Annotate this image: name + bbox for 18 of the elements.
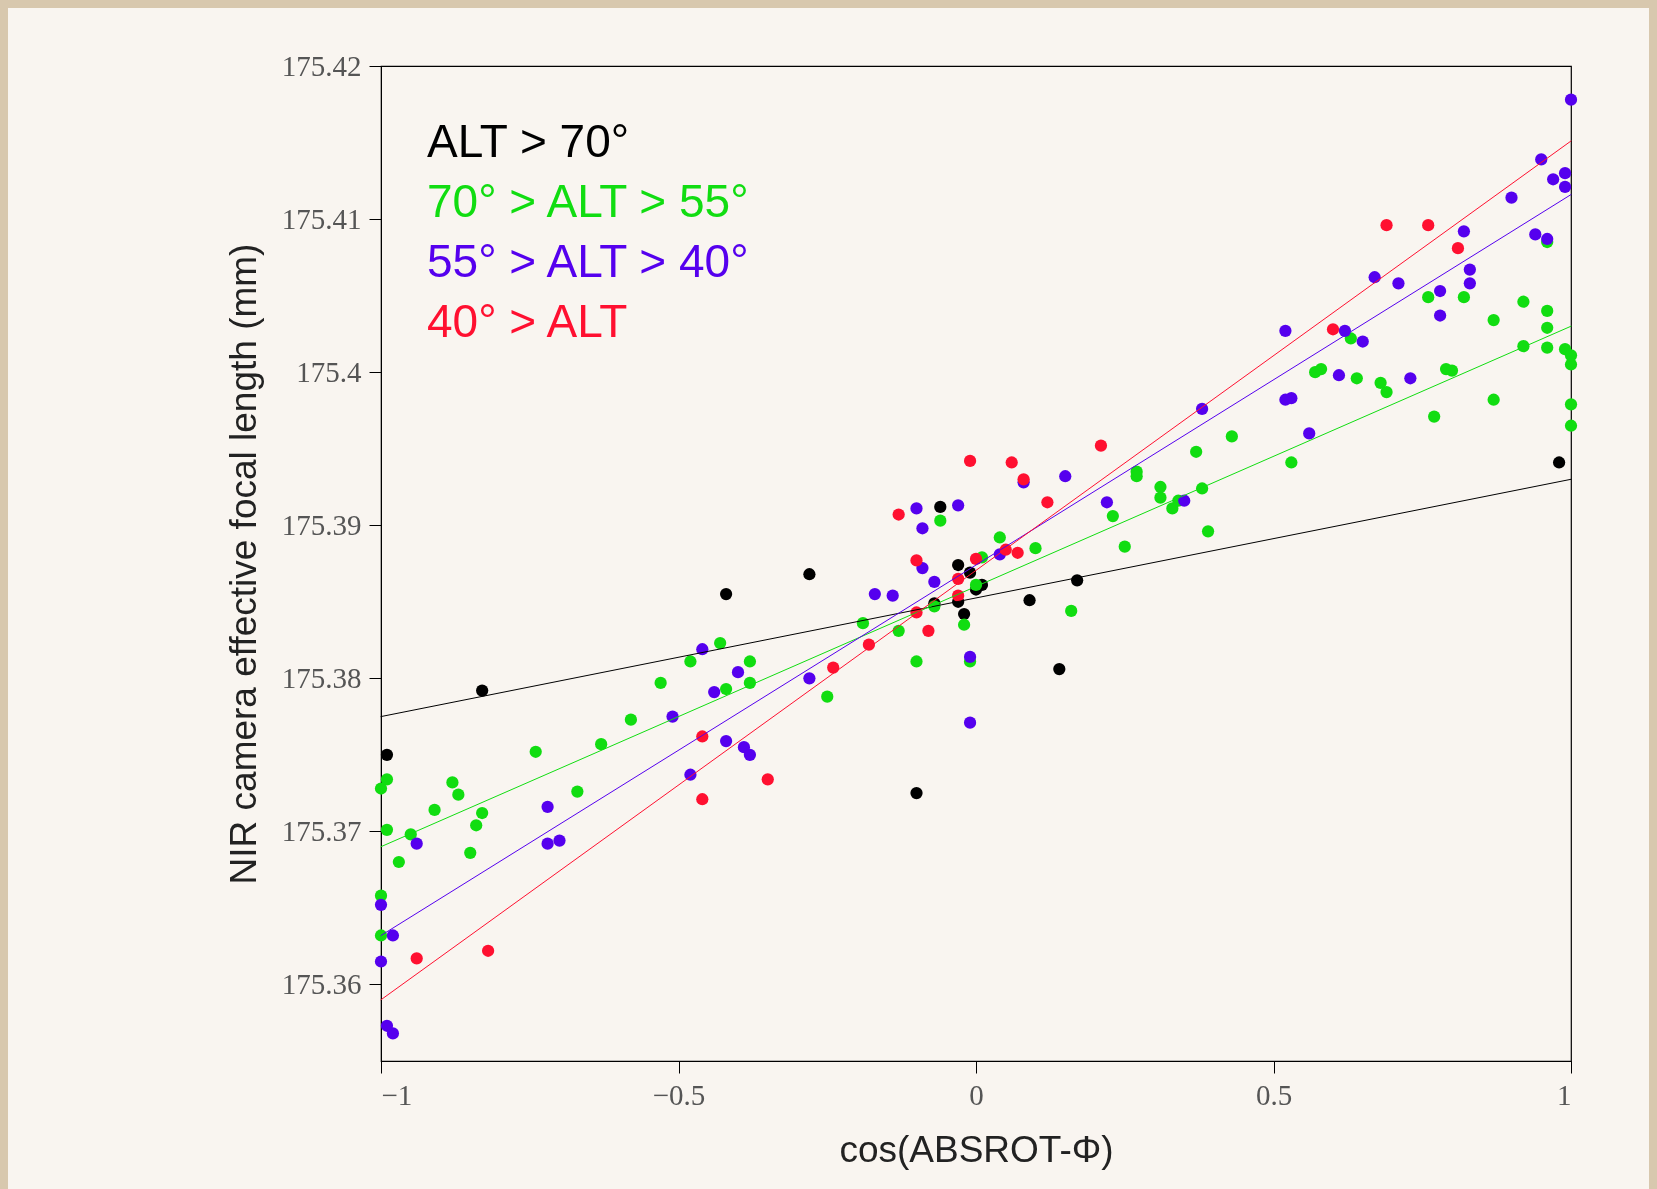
text: 40° > ALT <box>427 295 628 347</box>
text: 70° > ALT > 55° <box>427 175 749 227</box>
y-tick-label: 175.42 <box>281 49 362 82</box>
x-tick-label: −1 <box>381 1078 413 1111</box>
text: ALT > 70° <box>427 115 630 167</box>
x-axis-title: cos(ABSROT-Φ) <box>839 1128 1114 1170</box>
y-tick-label: 175.41 <box>281 202 362 235</box>
x-tick-label: 0.5 <box>1255 1078 1293 1111</box>
text: 55° > ALT > 40° <box>427 235 749 287</box>
x-tick-label: −0.5 <box>652 1078 706 1111</box>
x-tick-label: 0 <box>969 1078 984 1111</box>
y-tick-label: 175.38 <box>281 661 362 694</box>
x-tick-label: 1 <box>1557 1078 1572 1111</box>
y-tick-label: 175.39 <box>281 508 362 541</box>
y-axis-title: NIR camera effective focal length (mm) <box>222 243 264 885</box>
y-tick-label: 175.37 <box>281 814 362 847</box>
y-tick-label: 175.4 <box>296 355 362 388</box>
y-tick-label: 175.36 <box>281 967 362 1000</box>
